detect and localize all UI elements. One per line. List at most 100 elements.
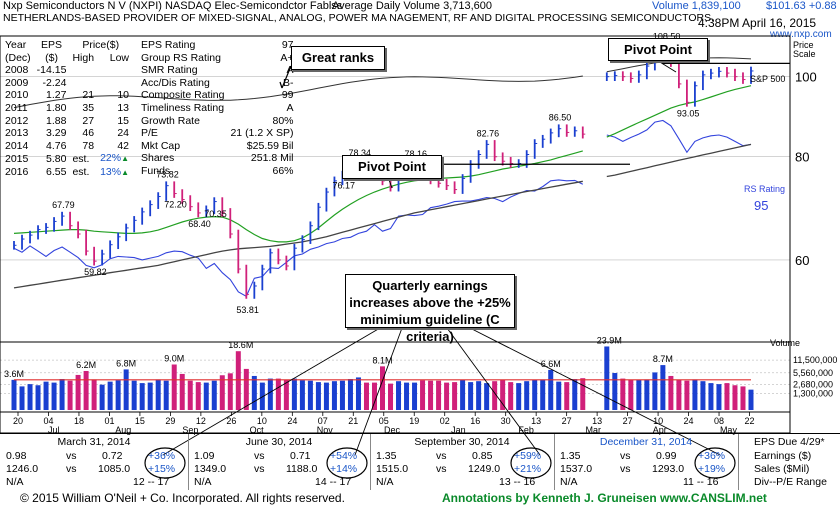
volume-tick-label: 1,300,000 (793, 389, 833, 399)
volume-label: 6.8M (116, 358, 136, 368)
date-tick-label: 21 (348, 416, 358, 426)
volume-label: 6.6M (541, 359, 561, 369)
pe-range: 12 -- 17 (133, 476, 170, 488)
rating-row: Funds 66% (138, 165, 297, 178)
earnings-quarter-block: March 31, 2014 0.98 vs 0.72 +36% 1246.0 … (0, 434, 189, 490)
date-tick-label: 24 (684, 416, 694, 426)
sales-current: 1246.0 (6, 463, 39, 475)
volume-bar (243, 368, 249, 410)
div-na: N/A (376, 476, 394, 488)
volume-bar (179, 373, 185, 410)
volume-bar (195, 382, 201, 410)
company-website-link[interactable]: www.nxp.com (770, 29, 832, 40)
sales-current: 1537.0 (560, 463, 593, 475)
volume-bar (203, 382, 209, 410)
volume-bar (604, 346, 610, 410)
month-label: May (720, 425, 738, 435)
copyright-footer: © 2015 William O'Neil + Co. Incorporated… (20, 491, 345, 505)
date-tick-label: 27 (562, 416, 572, 426)
eps-pct-change: +59% (514, 450, 542, 462)
vs-label: vs (254, 463, 265, 475)
quarterly-earnings-callout: Quarterly earnings increases above the +… (345, 274, 515, 344)
volume-bar (692, 379, 698, 410)
volume-bar (644, 379, 650, 410)
annotations-credit: Annotations by Kenneth J. Gruneisen www.… (442, 491, 767, 505)
volume-tick-label: 5,560,000 (793, 368, 833, 378)
volume-bar (235, 351, 241, 410)
month-label: Oct (250, 425, 265, 435)
rating-row: Acc/Dis Rating B- (138, 77, 297, 90)
date-tick-label: 18 (74, 416, 84, 426)
quarter-label: December 31, 2014 (599, 436, 693, 448)
year-cell: 2011 (5, 101, 28, 114)
pivot-top-pointer (654, 58, 677, 73)
volume-bar (452, 382, 458, 410)
eps-current: 1.35 (376, 450, 397, 462)
vs-label: vs (620, 463, 631, 475)
volume-bar (732, 385, 738, 410)
price-label: 59.82 (84, 267, 107, 277)
pe-range: 11 -- 16 (683, 476, 719, 488)
price-scale-label-line2: Scale (793, 49, 816, 59)
eps-pct-change: +36% (148, 450, 176, 462)
date-tick-label: 19 (409, 416, 419, 426)
volume-tick-label: 11,500,000 (793, 355, 837, 365)
volume-label: 6.2M (76, 360, 96, 370)
month-label: Jul (48, 425, 60, 435)
last-price: $101.63 +0.88 (766, 0, 837, 12)
great-ranks-arrow (281, 65, 292, 89)
timestamp: 4:38PM April 16, 2015 (698, 16, 817, 30)
price-label: 78.34 (348, 148, 371, 158)
volume-bar (564, 382, 570, 410)
volume-bar (556, 381, 562, 410)
stats-year-row: 2009 -2.24 (2, 77, 132, 90)
vs-label: vs (620, 450, 631, 462)
div-na: N/A (6, 476, 24, 488)
volume-label: 18.6M (228, 340, 253, 350)
volume-bar (355, 377, 361, 410)
volume-bar (307, 380, 313, 410)
volume-bar (460, 379, 466, 410)
date-tick-label: 07 (318, 416, 328, 426)
volume-label: 8.7M (653, 354, 673, 364)
volume-label: 23.9M (597, 335, 622, 345)
volume-bar (91, 379, 97, 410)
volume-bar (115, 380, 121, 410)
eps-pct-change: +36% (698, 450, 726, 462)
col-header-dec: (Dec) (5, 51, 31, 64)
volume-bar (299, 380, 305, 410)
date-tick-label: 24 (287, 416, 297, 426)
month-label: Aug (115, 425, 131, 435)
rating-row: Group RS Rating A+ (138, 52, 297, 65)
earnings-quarter-block: September 30, 2014 1.35 vs 0.85 +59% 151… (370, 434, 555, 490)
date-tick-label: 05 (379, 416, 389, 426)
date-tick-label: 10 (653, 416, 663, 426)
vs-label: vs (436, 450, 447, 462)
volume-bar (412, 382, 418, 410)
eps-cell: 6.55 (46, 166, 67, 179)
low-cell: 22%▲ (100, 152, 129, 165)
high-cell: est. (72, 166, 90, 179)
volume-bar (388, 383, 394, 410)
low-cell: 13 (117, 101, 129, 114)
date-tick-label: 26 (226, 416, 236, 426)
pe-range: 13 -- 16 (499, 476, 536, 488)
volume-bar (51, 382, 57, 410)
volume-bar (540, 379, 546, 410)
volume-bar (548, 369, 554, 410)
volume-bar (147, 382, 153, 410)
rating-row: Composite Rating 99 (138, 89, 297, 102)
high-cell (69, 77, 97, 90)
volume-bar (219, 375, 225, 410)
volume-bar (123, 369, 129, 410)
sales-legend: Sales ($Mil) (754, 463, 810, 475)
month-label: Dec (384, 425, 401, 435)
year-cell: 2012 (5, 114, 29, 127)
rs-rating-label: RS Rating (744, 184, 785, 194)
col-header-high: High (72, 51, 95, 64)
volume-bar (660, 365, 666, 410)
volume-bar (107, 381, 113, 410)
eps-cell: 1.88 (46, 114, 67, 127)
price-label: 70.35 (204, 209, 227, 219)
price-label: 93.05 (677, 109, 700, 119)
